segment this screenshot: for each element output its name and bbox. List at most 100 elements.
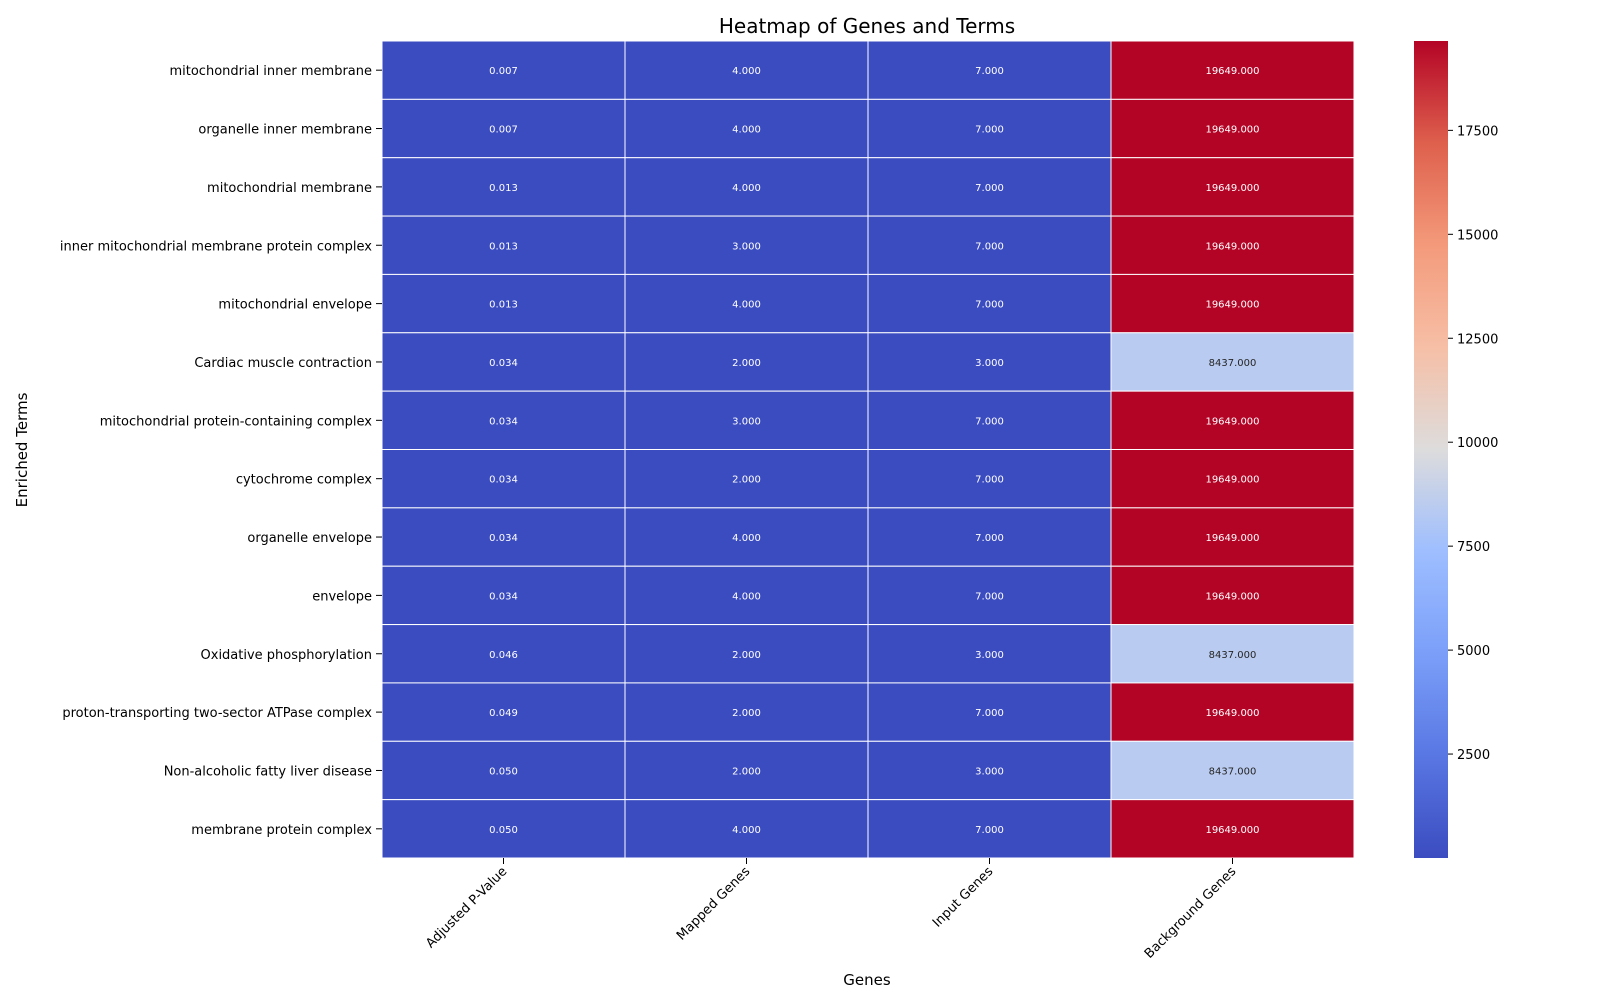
y-tick-label: mitochondrial inner membrane xyxy=(169,64,372,79)
heatmap-cell xyxy=(381,740,626,801)
colorbar-tick-label: 7500 xyxy=(1457,540,1490,555)
y-tick-label: Non-alcoholic fatty liver disease xyxy=(164,764,372,779)
cell-value-label: 3.000 xyxy=(732,416,761,427)
colorbar-tick-label: 17500 xyxy=(1457,124,1498,139)
heatmap-cell xyxy=(867,565,1112,626)
heatmap-cell xyxy=(867,740,1112,801)
cell-value-label: 0.034 xyxy=(489,358,518,369)
cell-value-label: 8437.000 xyxy=(1209,650,1257,661)
cell-value-label: 7.000 xyxy=(975,533,1004,544)
heatmap-cell xyxy=(1110,98,1355,159)
heatmap-cell xyxy=(381,40,626,100)
cell-value-label: 4.000 xyxy=(732,591,761,602)
x-tick-labels: Adjusted P-Value Mapped Genes Input Genes B… xyxy=(423,858,1239,962)
x-axis-label: Genes xyxy=(843,971,891,989)
heatmap-cell xyxy=(867,215,1112,275)
x-tick-label: Adjusted P-Value xyxy=(423,864,510,951)
cell-value-label: 2.000 xyxy=(732,475,761,486)
y-tick-label: proton-transporting two-sector ATPase co… xyxy=(62,706,372,721)
cell-value-label: 7.000 xyxy=(975,66,1004,77)
heatmap-cell xyxy=(624,98,869,159)
cell-value-label: 0.050 xyxy=(489,766,518,777)
heatmap-cell xyxy=(867,40,1112,100)
heatmap-cell xyxy=(381,273,626,334)
cell-value-label: 4.000 xyxy=(732,125,761,136)
heatmap-cell xyxy=(1110,215,1355,275)
cell-value-label: 0.007 xyxy=(489,125,518,136)
heatmap-cell xyxy=(381,215,626,275)
heatmap-cell xyxy=(1110,40,1355,100)
heatmap-cell xyxy=(624,332,869,392)
cell-value-label: 7.000 xyxy=(975,300,1004,311)
heatmap-cell xyxy=(1110,799,1355,859)
cell-value-label: 7.000 xyxy=(975,825,1004,836)
cell-value-label: 0.049 xyxy=(489,708,518,719)
heatmap-cell xyxy=(624,799,869,859)
cell-value-label: 8437.000 xyxy=(1209,766,1257,777)
cell-value-label: 19649.000 xyxy=(1205,708,1259,719)
heatmap-cell xyxy=(1110,740,1355,801)
x-tick-label: Mapped Genes xyxy=(674,864,753,943)
heatmap-cells xyxy=(381,40,1355,859)
heatmap-cell xyxy=(867,273,1112,334)
cell-value-label: 3.000 xyxy=(975,650,1004,661)
cell-value-label: 0.050 xyxy=(489,825,518,836)
cell-value-label: 19649.000 xyxy=(1205,591,1259,602)
cell-value-label: 0.034 xyxy=(489,533,518,544)
cell-value-label: 0.046 xyxy=(489,650,518,661)
y-tick-label: Cardiac muscle contraction xyxy=(194,356,372,371)
heatmap-cell xyxy=(381,332,626,392)
heatmap-cell xyxy=(867,332,1112,392)
heatmap-cell xyxy=(624,624,869,684)
cell-value-label: 19649.000 xyxy=(1205,183,1259,194)
cell-value-label: 19649.000 xyxy=(1205,125,1259,136)
cell-value-label: 7.000 xyxy=(975,708,1004,719)
heatmap-cell xyxy=(1110,507,1355,567)
heatmap-cell xyxy=(624,215,869,275)
heatmap-cell xyxy=(867,624,1112,684)
heatmap-cell xyxy=(1110,332,1355,392)
cell-value-label: 7.000 xyxy=(975,241,1004,252)
heatmap-cell xyxy=(624,157,869,217)
heatmap-cell xyxy=(1110,565,1355,626)
cell-value-label: 7.000 xyxy=(975,125,1004,136)
chart-title: Heatmap of Genes and Terms xyxy=(719,14,1015,38)
cell-value-label: 19649.000 xyxy=(1205,533,1259,544)
colorbar-ticks: 2500 5000 7500 10000 12500 15000 17500 xyxy=(1448,124,1498,763)
heatmap-cell xyxy=(1110,273,1355,334)
y-axis-label: Enriched Terms xyxy=(13,392,31,507)
cell-value-label: 0.007 xyxy=(489,66,518,77)
heatmap-cell xyxy=(381,682,626,742)
cell-value-label: 8437.000 xyxy=(1209,358,1257,369)
heatmap-cell xyxy=(381,98,626,159)
cell-value-label: 19649.000 xyxy=(1205,475,1259,486)
y-tick-labels: mitochondrial inner membrane organelle in… xyxy=(60,64,382,838)
cell-value-label: 0.013 xyxy=(489,241,518,252)
cell-value-label: 2.000 xyxy=(732,708,761,719)
y-tick-label: Oxidative phosphorylation xyxy=(201,648,372,663)
cell-value-label: 4.000 xyxy=(732,300,761,311)
heatmap-cell xyxy=(867,507,1112,567)
heatmap-cell xyxy=(1110,390,1355,450)
cell-value-label: 0.034 xyxy=(489,475,518,486)
y-tick-label: organelle inner membrane xyxy=(198,123,372,138)
heatmap-cell xyxy=(867,682,1112,742)
heatmap-cell xyxy=(624,740,869,801)
cell-value-label: 4.000 xyxy=(732,825,761,836)
cell-value-label: 3.000 xyxy=(975,358,1004,369)
heatmap-cell xyxy=(381,565,626,626)
heatmap-cell xyxy=(867,449,1112,509)
heatmap-cell xyxy=(381,449,626,509)
cell-value-label: 7.000 xyxy=(975,591,1004,602)
y-tick-label: membrane protein complex xyxy=(191,823,372,838)
colorbar-tick-label: 15000 xyxy=(1457,228,1498,243)
y-tick-label: mitochondrial protein-containing complex xyxy=(100,414,373,429)
cell-value-label: 0.034 xyxy=(489,416,518,427)
colorbar-tick-label: 10000 xyxy=(1457,436,1498,451)
colorbar xyxy=(1414,41,1448,858)
y-tick-label: inner mitochondrial membrane protein com… xyxy=(60,239,372,254)
heatmap-cell xyxy=(867,799,1112,859)
y-tick-label: envelope xyxy=(312,589,372,604)
heatmap-cell xyxy=(624,682,869,742)
